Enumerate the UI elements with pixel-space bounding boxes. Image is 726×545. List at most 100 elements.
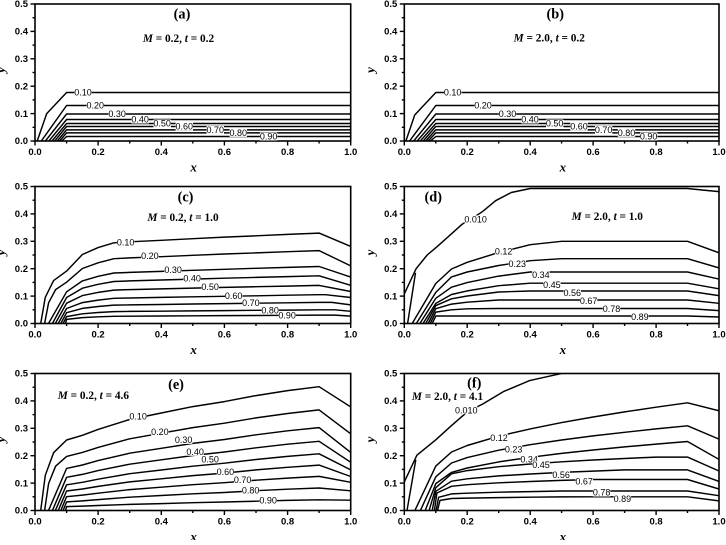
svg-text:(b): (b): [547, 6, 565, 22]
svg-text:x: x: [189, 342, 197, 357]
svg-text:0.6: 0.6: [586, 147, 599, 158]
svg-text:0.1: 0.1: [15, 291, 29, 302]
svg-text:0.5: 0.5: [384, 369, 398, 380]
svg-text:0.23: 0.23: [505, 445, 523, 455]
svg-text:y: y: [0, 249, 8, 257]
svg-text:0.34: 0.34: [520, 454, 538, 464]
svg-text:0.10: 0.10: [74, 88, 92, 98]
svg-text:0.89: 0.89: [631, 312, 649, 322]
svg-text:M = 2.0, t = 4.1: M = 2.0, t = 4.1: [411, 391, 484, 403]
svg-text:0.3: 0.3: [384, 237, 397, 248]
svg-text:0.2: 0.2: [91, 516, 104, 527]
svg-text:0.2: 0.2: [91, 147, 104, 158]
svg-text:0.4: 0.4: [384, 209, 398, 220]
svg-text:0.0: 0.0: [15, 319, 28, 330]
svg-text:0.2: 0.2: [461, 329, 474, 340]
svg-text:0.010: 0.010: [455, 405, 478, 415]
svg-text:0.0: 0.0: [398, 329, 411, 340]
svg-text:0.78: 0.78: [603, 304, 621, 314]
svg-text:0.6: 0.6: [218, 516, 231, 527]
svg-text:0.4: 0.4: [384, 396, 398, 407]
svg-text:0.40: 0.40: [521, 115, 539, 125]
svg-text:0.20: 0.20: [141, 251, 159, 261]
svg-text:0.80: 0.80: [261, 306, 279, 316]
svg-text:0.5: 0.5: [15, 182, 29, 193]
svg-text:0.0: 0.0: [15, 136, 28, 147]
svg-text:0.5: 0.5: [384, 0, 398, 10]
svg-text:0.90: 0.90: [640, 132, 658, 142]
svg-text:0.80: 0.80: [230, 128, 248, 138]
svg-text:0.67: 0.67: [580, 296, 598, 306]
svg-text:0.70: 0.70: [595, 125, 613, 135]
svg-text:0.0: 0.0: [384, 136, 397, 147]
svg-text:0.34: 0.34: [532, 270, 550, 280]
svg-text:M = 0.2, t = 1.0: M = 0.2, t = 1.0: [146, 212, 219, 224]
svg-text:0.45: 0.45: [532, 460, 550, 470]
svg-text:0.56: 0.56: [564, 288, 582, 298]
svg-text:0.8: 0.8: [281, 147, 294, 158]
svg-text:0.8: 0.8: [281, 516, 294, 527]
svg-text:0.12: 0.12: [490, 433, 508, 443]
svg-text:0.30: 0.30: [164, 265, 182, 275]
svg-text:0.4: 0.4: [524, 516, 538, 527]
svg-text:0.3: 0.3: [15, 54, 28, 65]
svg-text:0.4: 0.4: [155, 516, 169, 527]
svg-text:0.40: 0.40: [183, 273, 201, 283]
svg-text:0.1: 0.1: [15, 109, 29, 120]
svg-text:0.2: 0.2: [461, 516, 474, 527]
svg-text:0.0: 0.0: [28, 516, 41, 527]
svg-text:M = 2.0, t = 0.2: M = 2.0, t = 0.2: [513, 33, 586, 45]
svg-text:1.0: 1.0: [344, 147, 357, 158]
svg-text:0.4: 0.4: [524, 147, 538, 158]
svg-text:0.30: 0.30: [175, 435, 193, 445]
svg-text:0.5: 0.5: [384, 182, 398, 193]
svg-text:0.5: 0.5: [15, 0, 29, 10]
svg-text:0.20: 0.20: [151, 427, 169, 437]
svg-text:0.2: 0.2: [91, 329, 104, 340]
svg-text:0.0: 0.0: [28, 147, 41, 158]
svg-text:0.70: 0.70: [242, 298, 260, 308]
svg-text:0.60: 0.60: [176, 122, 194, 132]
svg-text:0.4: 0.4: [155, 329, 169, 340]
svg-text:0.12: 0.12: [495, 246, 513, 256]
svg-text:0.80: 0.80: [618, 128, 636, 138]
svg-text:0.0: 0.0: [398, 516, 411, 527]
svg-text:0.4: 0.4: [15, 27, 29, 38]
svg-text:(c): (c): [178, 189, 194, 205]
svg-text:0.4: 0.4: [384, 27, 398, 38]
svg-text:0.1: 0.1: [384, 291, 398, 302]
svg-text:0.2: 0.2: [15, 81, 28, 92]
svg-text:(d): (d): [425, 189, 443, 205]
svg-text:0.8: 0.8: [649, 329, 662, 340]
svg-text:0.50: 0.50: [153, 119, 171, 129]
svg-text:0.10: 0.10: [117, 238, 135, 248]
svg-text:0.6: 0.6: [586, 516, 599, 527]
svg-text:0.20: 0.20: [474, 101, 492, 111]
svg-text:y: y: [0, 67, 8, 75]
svg-text:0.40: 0.40: [131, 115, 149, 125]
svg-text:0.70: 0.70: [207, 125, 225, 135]
svg-text:0.2: 0.2: [384, 451, 397, 462]
svg-text:0.60: 0.60: [225, 291, 243, 301]
svg-text:0.8: 0.8: [281, 329, 294, 340]
svg-text:0.40: 0.40: [186, 447, 204, 457]
svg-text:0.50: 0.50: [201, 282, 219, 292]
svg-text:1.0: 1.0: [344, 516, 357, 527]
svg-text:0.50: 0.50: [546, 119, 564, 129]
svg-text:0.2: 0.2: [15, 451, 28, 462]
svg-text:0.2: 0.2: [461, 147, 474, 158]
svg-text:0.3: 0.3: [15, 424, 28, 435]
svg-text:y: y: [362, 436, 377, 444]
svg-text:0.8: 0.8: [649, 516, 662, 527]
svg-text:0.60: 0.60: [217, 467, 235, 477]
svg-text:0.3: 0.3: [384, 424, 397, 435]
svg-text:0.45: 0.45: [543, 280, 561, 290]
svg-text:0.90: 0.90: [259, 496, 277, 506]
svg-text:0.2: 0.2: [15, 264, 28, 275]
svg-text:x: x: [559, 159, 567, 174]
svg-text:0.89: 0.89: [614, 494, 632, 504]
svg-text:0.4: 0.4: [15, 396, 29, 407]
svg-text:1.0: 1.0: [712, 147, 725, 158]
svg-text:0.8: 0.8: [649, 147, 662, 158]
svg-text:0.6: 0.6: [218, 147, 231, 158]
